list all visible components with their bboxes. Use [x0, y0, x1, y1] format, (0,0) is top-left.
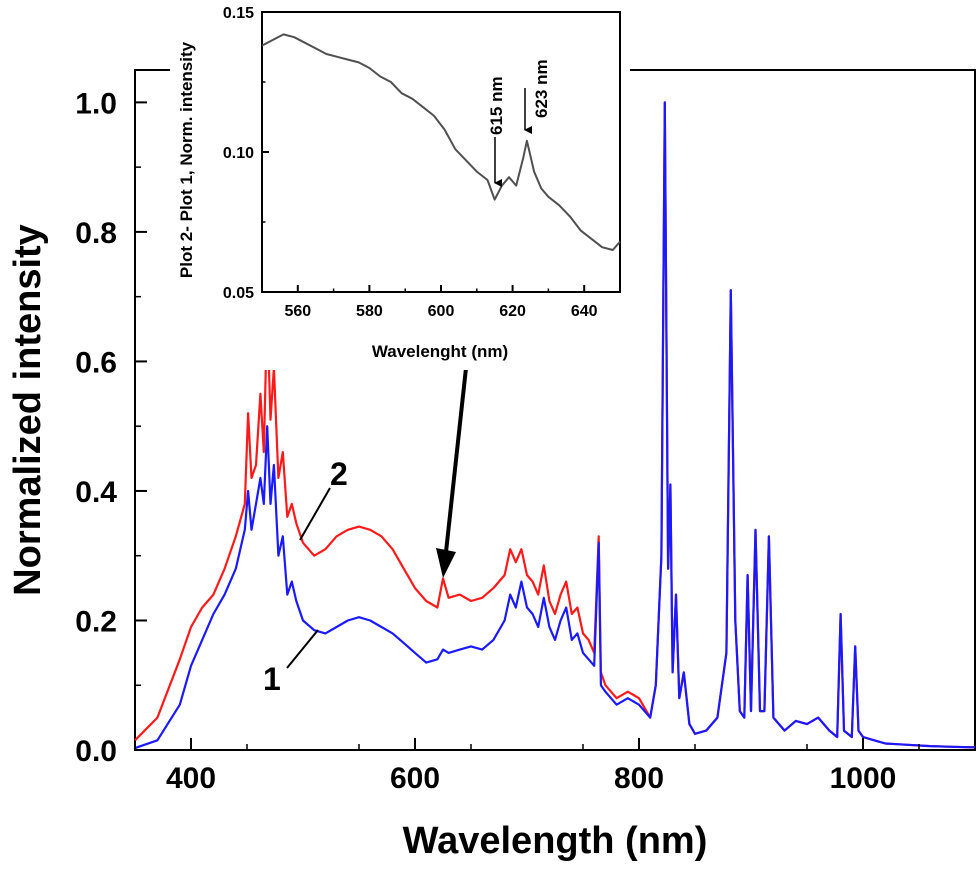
- main-series-group: [134, 101, 976, 750]
- inset-series-group: [261, 33, 621, 251]
- inset-series-line-1: [261, 33, 621, 251]
- inset-x-tick-label: 600: [428, 303, 455, 320]
- series-label-2-leader: [299, 487, 331, 541]
- main-y-tick-label: 0.4: [75, 476, 117, 509]
- inset-y-ticks: 0.05 0.10 0.15: [223, 5, 269, 302]
- inset-to-main-arrowhead: [436, 548, 456, 578]
- inset-y-tick-label: 0.10: [223, 145, 254, 162]
- series-label-1-leader: [286, 629, 319, 669]
- inset-chart: 560 580 600 620 640 0.05 0.10 0.15 Wavelenght …: [170, 0, 630, 370]
- inset-x-tick-label: 560: [284, 303, 311, 320]
- main-y-tick-label: 0.2: [75, 605, 117, 638]
- main-y-tick-label: 1.0: [75, 87, 117, 120]
- main-y-tick-label: 0.6: [75, 346, 117, 379]
- series-label-1: 1: [263, 661, 281, 697]
- main-y-axis-title: Normalized intensity: [7, 224, 49, 596]
- main-series-line-1: [134, 101, 976, 750]
- main-x-tick-label: 600: [390, 762, 440, 795]
- series-label-2: 2: [330, 456, 348, 492]
- inset-annotation-615-label: 615 nm: [487, 76, 506, 135]
- main-chart: 400 600 800 1000 0.0 0.2 0.4 0.6 0.8 1.0 Wavelen…: [7, 69, 976, 862]
- main-x-ticks: 400 600 800 1000: [134, 738, 920, 795]
- inset-x-axis-title: Wavelenght (nm): [372, 342, 508, 361]
- inset-background: [170, 0, 630, 370]
- main-y-tick-label: 0.8: [75, 217, 117, 250]
- main-x-axis-title: Wavelength (nm): [403, 820, 708, 862]
- inset-x-tick-label: 640: [571, 303, 598, 320]
- inset-x-tick-label: 580: [356, 303, 383, 320]
- inset-y-axis-title: Plot 2- Plot 1, Norm. intensity: [177, 41, 196, 278]
- inset-y-tick-label: 0.15: [223, 5, 254, 22]
- main-y-tick-label: 0.0: [75, 735, 117, 768]
- main-x-tick-label: 400: [166, 762, 216, 795]
- inset-y-tick-label: 0.05: [223, 285, 254, 302]
- main-x-tick-label: 1000: [830, 762, 897, 795]
- main-x-tick-label: 800: [614, 762, 664, 795]
- main-y-ticks: 0.0 0.2 0.4 0.6 0.8 1.0: [75, 87, 147, 768]
- inset-to-main-arrow-shaft: [444, 367, 468, 553]
- inset-annotation-623-label: 623 nm: [532, 59, 551, 118]
- inset-x-tick-label: 620: [499, 303, 526, 320]
- inset-x-ticks: 560 580 600 620 640: [261, 285, 621, 320]
